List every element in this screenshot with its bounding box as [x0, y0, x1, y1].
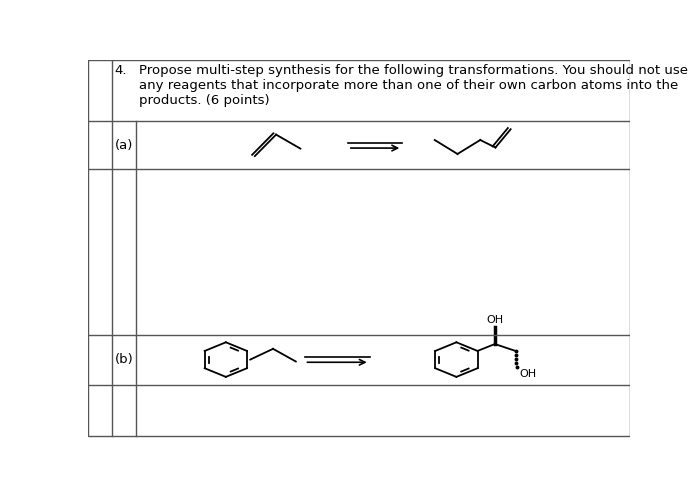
Text: (b): (b)	[115, 353, 134, 366]
Text: 4.: 4.	[115, 64, 127, 77]
Text: Propose multi-step synthesis for the following transformations. You should not u: Propose multi-step synthesis for the fol…	[139, 64, 688, 107]
Text: OH: OH	[519, 369, 536, 379]
Text: (a): (a)	[116, 139, 134, 152]
Text: OH: OH	[486, 315, 503, 325]
